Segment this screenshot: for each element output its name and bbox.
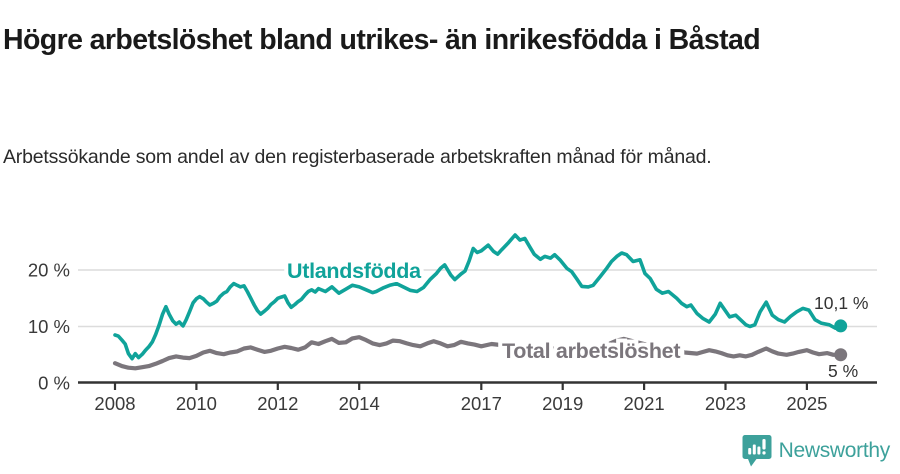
logo-exclamation-dot (762, 451, 766, 455)
brand-name: Newsworthy (778, 439, 891, 462)
logo-bar-2 (752, 444, 756, 455)
series-line-utlandsfodda (113, 233, 843, 361)
series-end-value-label: 10,1 % (814, 293, 868, 313)
logo-bar-1 (747, 448, 751, 455)
logo-bubble (742, 435, 772, 467)
series-end-value-label: 5 % (828, 361, 858, 381)
brand-footer: Newsworthy (742, 434, 890, 468)
y-tick-label: 10 % (28, 316, 70, 337)
logo-exclamation-stem (762, 439, 766, 450)
x-tick-label: 2008 (94, 393, 135, 414)
y-tick-label: 20 % (28, 260, 70, 281)
x-tick-label: 2021 (624, 393, 665, 414)
logo-bar-3 (757, 446, 761, 455)
page-title: Högre arbetslöshet bland utrikes- än inr… (3, 24, 761, 57)
x-tick-label: 2014 (339, 393, 380, 414)
newsworthy-logo-icon (742, 435, 772, 467)
x-tick-label: 2025 (786, 393, 827, 414)
x-tick-label: 2012 (257, 393, 298, 414)
x-tick-label: 2010 (176, 393, 217, 414)
series-line-total (112, 335, 843, 371)
series-label: Total arbetslöshet (502, 339, 680, 363)
x-tick-label: 2023 (705, 393, 746, 414)
chart-subtitle: Arbetssökande som andel av den registerb… (3, 145, 712, 168)
x-tick-label: 2017 (461, 393, 502, 414)
series-label: Utlandsfödda (287, 259, 422, 283)
x-tick-label: 2019 (542, 393, 583, 414)
series-end-dot (834, 348, 848, 362)
series-end-dot (834, 319, 848, 333)
y-tick-label: 0 % (38, 373, 70, 394)
